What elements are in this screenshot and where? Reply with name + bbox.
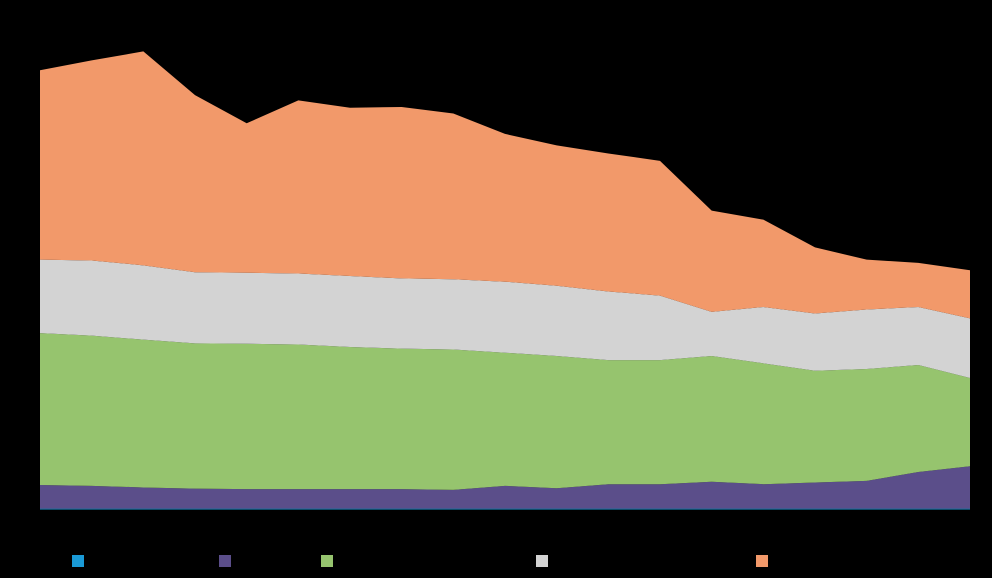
legend-item-4 — [536, 552, 548, 570]
legend-swatch — [72, 555, 84, 567]
legend-item-3 — [321, 552, 333, 570]
legend — [0, 552, 992, 570]
legend-item-5 — [756, 552, 768, 570]
area-series-group — [40, 51, 970, 510]
legend-swatch — [756, 555, 768, 567]
legend-swatch — [219, 555, 231, 567]
area-series-1 — [40, 508, 970, 510]
area-series-4 — [40, 259, 970, 379]
area-series-5 — [40, 51, 970, 319]
legend-item-2 — [219, 552, 231, 570]
legend-swatch — [321, 555, 333, 567]
legend-swatch — [536, 555, 548, 567]
area-series-2 — [40, 466, 970, 509]
legend-item-1 — [72, 552, 84, 570]
area-series-3 — [40, 333, 970, 490]
